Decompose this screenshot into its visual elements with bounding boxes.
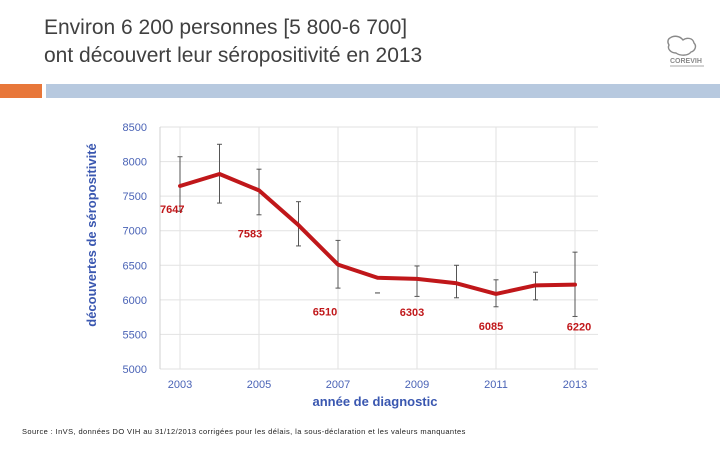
x-tick-label: 2005 xyxy=(247,379,271,391)
data-label: 6510 xyxy=(313,307,337,319)
y-tick-label: 8500 xyxy=(123,122,147,134)
title-line-1: Environ 6 200 personnes [5 800-6 700] xyxy=(44,16,408,39)
logo-map-icon xyxy=(667,35,697,56)
y-tick-label: 7000 xyxy=(123,226,147,238)
data-labels: 7647 7583 6510 6303 6085 6220 xyxy=(160,204,591,334)
title-line-2: ont découvert leur séropositivité en 201… xyxy=(44,44,423,67)
grid-lines xyxy=(159,126,598,370)
x-tick-label: 2009 xyxy=(405,379,429,391)
x-axis-label: année de diagnostic xyxy=(313,394,438,409)
slide-title: Environ 6 200 personnes [5 800-6 700] on… xyxy=(44,14,644,70)
series-line-group xyxy=(178,172,577,296)
x-tick-label: 2011 xyxy=(484,379,508,391)
y-tick-label: 8000 xyxy=(123,157,147,169)
y-tick-label: 7500 xyxy=(123,191,147,203)
data-label: 6085 xyxy=(479,321,503,333)
x-tick-label: 2013 xyxy=(563,379,587,391)
data-label: 6303 xyxy=(400,307,424,319)
data-label: 7583 xyxy=(238,228,262,240)
logo-text: COREVIH xyxy=(670,58,702,65)
x-axis-ticks: 2003 2005 2007 2009 2011 2013 xyxy=(168,379,587,391)
y-axis-ticks: 8500 8000 7500 7000 6500 6000 5500 5000 xyxy=(123,122,147,376)
x-tick-label: 2007 xyxy=(326,379,350,391)
source-note: Source : InVS, données DO VIH au 31/12/2… xyxy=(22,427,466,436)
title-divider-bar xyxy=(46,84,720,98)
corevih-logo: COREVIH xyxy=(667,35,704,67)
title-accent-bar xyxy=(0,84,42,98)
y-tick-label: 6000 xyxy=(123,295,147,307)
y-tick-label: 5500 xyxy=(123,329,147,341)
y-tick-label: 6500 xyxy=(123,260,147,272)
x-tick-label: 2003 xyxy=(168,379,192,391)
data-label: 6220 xyxy=(567,322,591,334)
y-axis-label: découvertes de séropositivité xyxy=(84,143,99,327)
data-label: 7647 xyxy=(160,204,184,216)
y-tick-label: 5000 xyxy=(123,364,147,376)
